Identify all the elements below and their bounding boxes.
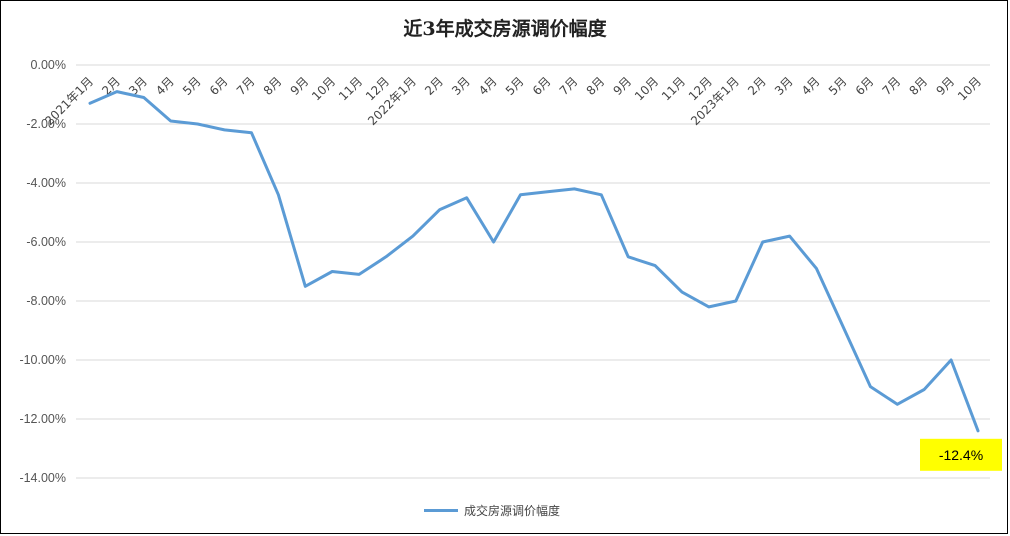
value-callout: -12.4%: [920, 438, 1002, 471]
y-tick-label: -14.00%: [19, 471, 66, 485]
y-tick-label: -6.00%: [26, 235, 66, 249]
x-tick-label: 9月: [288, 74, 312, 98]
callout-box: [920, 438, 1002, 471]
x-tick-label: 8月: [261, 74, 285, 98]
x-tick-label: 8月: [907, 74, 931, 98]
x-tick-label: 4月: [476, 74, 500, 98]
legend: 成交房源调价幅度: [424, 502, 560, 519]
x-tick-label: 6月: [530, 74, 554, 98]
x-tick-label: 10月: [632, 74, 661, 103]
y-tick-label: -12.00%: [19, 412, 66, 426]
x-tick-label: 5月: [826, 74, 850, 98]
chart-title: 近3年成交房源调价幅度: [403, 18, 607, 40]
y-tick-label: -4.00%: [26, 176, 66, 190]
x-tick-label: 11月: [659, 74, 688, 103]
x-tick-label: 4月: [799, 74, 823, 98]
y-axis-tick-labels: 0.00% -2.00% -4.00% -6.00% -8.00% -10.00% -12.…: [19, 58, 66, 485]
x-tick-label: 6月: [207, 74, 231, 98]
x-tick-label: 4月: [153, 74, 177, 98]
x-tick-label: 10月: [309, 74, 338, 103]
x-tick-label: 5月: [503, 74, 527, 98]
legend-swatch: [424, 509, 458, 512]
x-tick-label: 2月: [422, 74, 446, 98]
x-tick-label: 7月: [557, 74, 581, 98]
x-tick-label: 5月: [180, 74, 204, 98]
gridlines: [76, 64, 990, 479]
series-line: [88, 90, 980, 433]
x-tick-label: 2月: [745, 74, 769, 98]
callout-label: -12.4%: [939, 447, 983, 463]
series-group: [88, 90, 980, 433]
x-tick-label: 9月: [611, 74, 635, 98]
x-tick-label: 7月: [880, 74, 904, 98]
x-tick-label: 3月: [772, 74, 796, 98]
x-tick-label: 9月: [933, 74, 957, 98]
legend-label: 成交房源调价幅度: [464, 504, 561, 518]
x-tick-label: 3月: [449, 74, 473, 98]
y-tick-label: -8.00%: [26, 294, 66, 308]
y-tick-label: -2.00%: [26, 117, 66, 131]
x-tick-label: 10月: [955, 74, 984, 103]
x-tick-label: 7月: [234, 74, 258, 98]
y-tick-label: -10.00%: [19, 353, 66, 367]
x-tick-label: 2021年1月: [42, 74, 96, 128]
x-tick-label: 6月: [853, 74, 877, 98]
x-tick-label: 8月: [584, 74, 608, 98]
y-tick-label: 0.00%: [31, 58, 66, 72]
x-tick-label: 11月: [336, 74, 365, 103]
